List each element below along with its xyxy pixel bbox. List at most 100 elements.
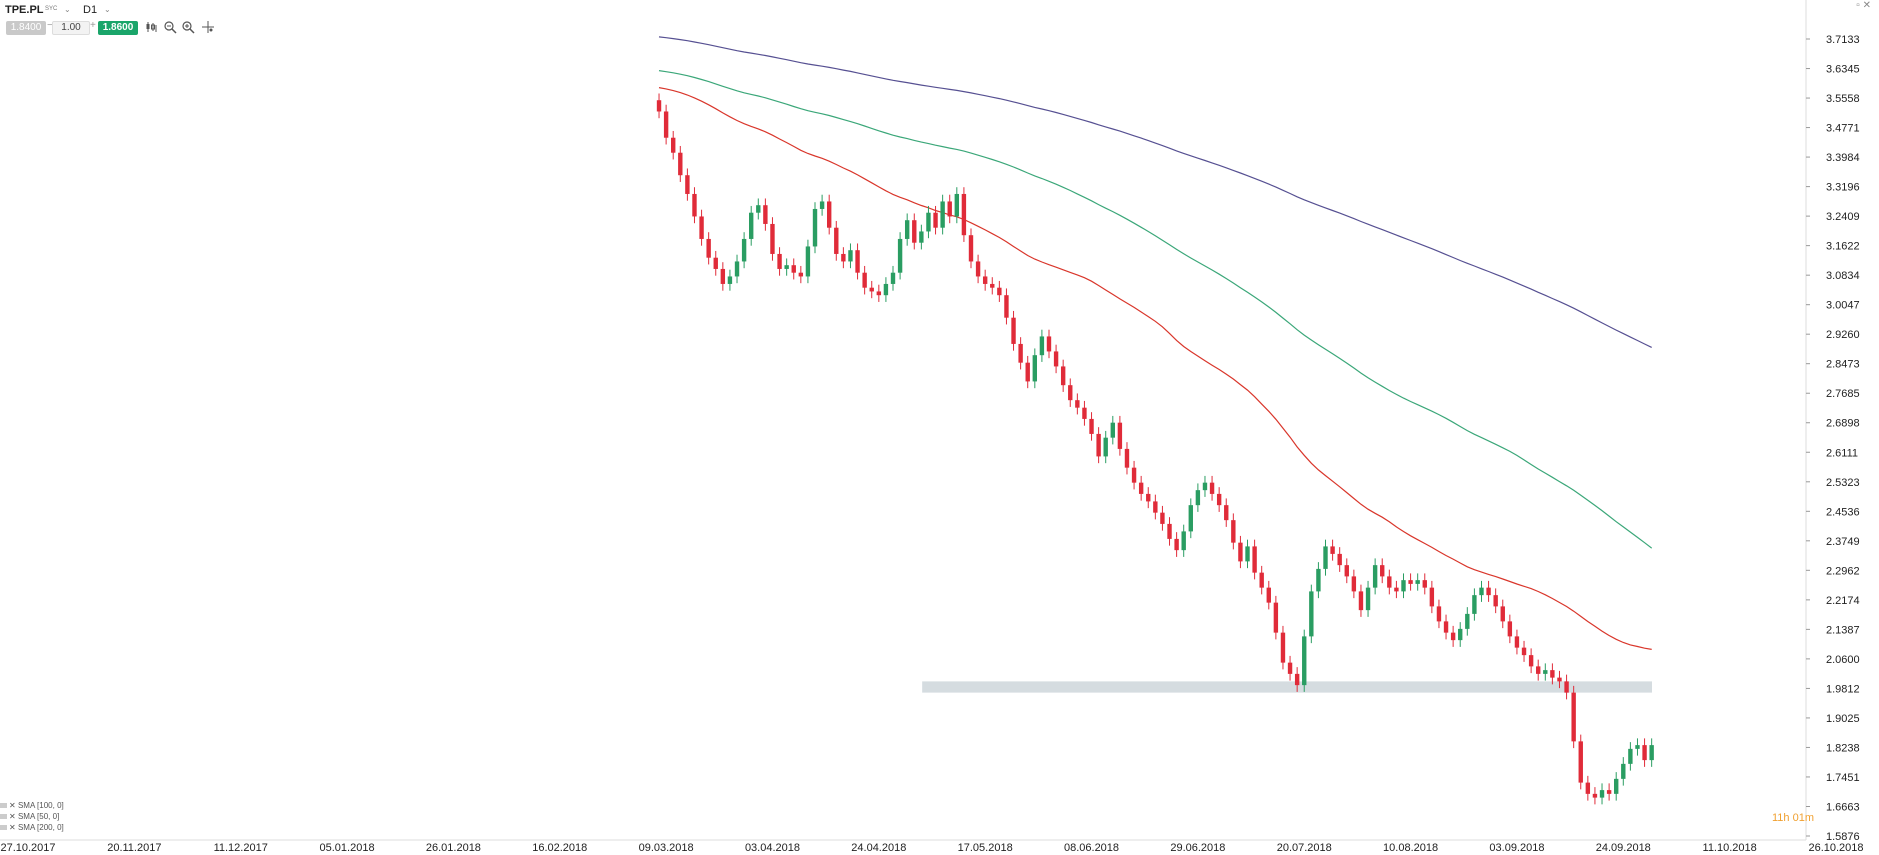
candle-down (1287, 662, 1293, 674)
y-tick-label: 2.3749 (1826, 536, 1860, 548)
y-tick-label: 1.7451 (1826, 772, 1860, 784)
candle-down (1500, 606, 1505, 622)
candle-up (897, 238, 903, 273)
candle-down (1387, 576, 1392, 588)
crosshair-icon[interactable] (201, 20, 215, 34)
symbol-label[interactable]: TPE.PL (5, 4, 44, 16)
legend-close-icon[interactable]: ✕ (9, 801, 18, 810)
candle-up (1323, 546, 1328, 569)
candle-down (1096, 433, 1101, 457)
candle-down (1146, 493, 1151, 502)
y-tick-label: 2.7685 (1826, 388, 1860, 400)
candle-down (1160, 512, 1165, 524)
y-tick-label: 3.7133 (1826, 34, 1860, 46)
candle-down (982, 276, 988, 284)
candle-down (1294, 673, 1300, 686)
candle-down (1486, 587, 1491, 596)
candle-down (975, 261, 981, 277)
candle-up (1188, 505, 1193, 532)
candle-down (912, 220, 917, 243)
candle-up (1543, 670, 1548, 674)
candle-down (1266, 587, 1271, 603)
candle-up (1316, 568, 1321, 592)
lot-decrease-button[interactable]: − (47, 20, 53, 31)
candle-up (1195, 490, 1201, 506)
candle-down (1536, 666, 1541, 674)
zoom-out-icon[interactable] (163, 20, 177, 34)
candle-down (1422, 580, 1427, 588)
candle-up (727, 276, 733, 284)
y-tick-label: 3.0047 (1826, 300, 1860, 312)
y-tick-label: 3.1622 (1826, 241, 1860, 253)
y-tick-label: 3.5558 (1826, 93, 1860, 105)
candle-down (1138, 482, 1144, 494)
candle-down (1075, 400, 1080, 408)
symbol-dropdown-icon[interactable]: ⌄ (64, 5, 71, 14)
x-tick-label: 09.03.2018 (639, 842, 694, 854)
y-tick-label: 3.3196 (1826, 182, 1860, 194)
timeframe-dropdown-icon[interactable]: ⌄ (104, 5, 111, 14)
candle-down (1507, 621, 1513, 637)
candle-up (1372, 565, 1378, 588)
y-tick-label: 2.0600 (1826, 654, 1860, 666)
candle-down (1585, 782, 1591, 794)
candle-up (819, 201, 825, 209)
legend-label-sma-200: SMA [200, 0] (17, 823, 64, 832)
buy-price-button[interactable]: 1.8600 (98, 21, 138, 35)
candle-down (947, 201, 952, 217)
y-tick-label: 1.9812 (1826, 683, 1860, 695)
candle-down (869, 287, 874, 292)
candle-up (1465, 613, 1470, 629)
countdown-h: h (1783, 812, 1790, 824)
y-tick-label: 2.9260 (1826, 329, 1860, 341)
candle-down (678, 152, 683, 176)
y-tick-label: 2.6898 (1826, 418, 1860, 430)
candle-down (1060, 366, 1066, 386)
candle-down (1450, 632, 1456, 641)
y-tick-label: 1.9025 (1826, 713, 1860, 725)
candle-type-icon[interactable] (145, 20, 159, 34)
candle-down (763, 205, 768, 224)
lot-increase-button[interactable]: + (90, 20, 96, 31)
zoom-in-icon[interactable] (181, 20, 195, 34)
candle-down (1429, 587, 1435, 607)
candle-down (1578, 741, 1583, 783)
sell-price-button[interactable]: 1.8400 (6, 21, 46, 35)
candle-down (663, 111, 669, 138)
countdown-minutes: 01 (1792, 812, 1805, 824)
y-tick-label: 2.2174 (1826, 595, 1860, 607)
candle-up (1614, 778, 1619, 794)
candle-up (784, 265, 789, 269)
candle-down (933, 212, 938, 228)
lot-size-input[interactable]: 1.00 (52, 21, 90, 35)
x-tick-label: 20.07.2018 (1277, 842, 1332, 854)
candle-down (1642, 745, 1647, 761)
candle-up (805, 246, 811, 277)
candle-up (1365, 587, 1371, 611)
y-tick-label: 2.2962 (1826, 565, 1860, 577)
legend-sma-50[interactable]: ✕ SMA [50, 0] (0, 812, 59, 821)
y-tick-label: 2.6111 (1826, 447, 1858, 459)
candle-down (1436, 606, 1442, 622)
legend-label-sma-100: SMA [100, 0] (17, 801, 64, 810)
candle-down (1167, 523, 1172, 539)
timeframe-label[interactable]: D1 (83, 4, 98, 16)
legend-sma-200[interactable]: ✕ SMA [200, 0] (0, 823, 64, 832)
countdown-hours: 11 (1772, 812, 1784, 824)
candle-down (1528, 655, 1534, 667)
candle-up (1401, 580, 1406, 592)
legend-sma-100[interactable]: ✕ SMA [100, 0] (0, 801, 64, 810)
candle-down (1280, 632, 1286, 663)
window-controls[interactable]: ▫ ✕ (1856, 0, 1871, 11)
legend-close-icon[interactable]: ✕ (9, 823, 18, 832)
y-tick-label: 3.3984 (1826, 152, 1860, 164)
candle-countdown: 11h 01m (1772, 812, 1814, 824)
legend-close-icon[interactable]: ✕ (9, 812, 18, 821)
candle-up (1110, 422, 1115, 438)
x-tick-label: 27.10.2017 (0, 842, 55, 854)
candle-up (1479, 587, 1484, 596)
y-tick-label: 3.6345 (1826, 64, 1860, 76)
candle-down (791, 265, 796, 273)
candle-down (1068, 385, 1073, 401)
